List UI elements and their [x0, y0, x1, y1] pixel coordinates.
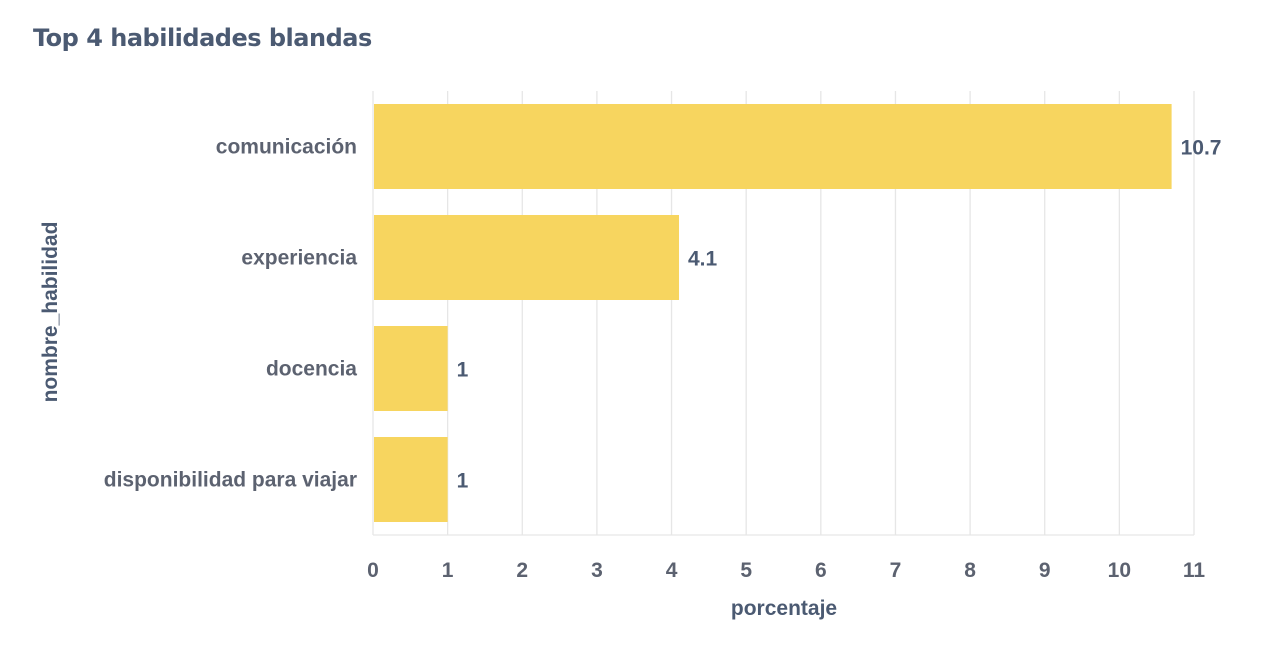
- bar: [374, 104, 1172, 189]
- x-tick-labels: 0 1 2 3 4 5 6 7 8 9 10 11: [367, 559, 1205, 582]
- x-tick-label: 6: [815, 559, 827, 582]
- x-tick-label: 7: [890, 559, 902, 582]
- x-tick-label: 3: [591, 559, 603, 582]
- x-axis-title: porcentaje: [731, 597, 837, 620]
- value-label: 4.1: [688, 248, 718, 271]
- bar: [374, 215, 680, 300]
- value-labels: 10.7 4.1 1 1: [457, 137, 1222, 493]
- bar: [374, 326, 448, 411]
- x-tick-label: 9: [1039, 559, 1051, 582]
- value-label: 1: [457, 359, 469, 382]
- bar: [374, 437, 448, 522]
- category-label: comunicación: [216, 136, 357, 159]
- y-axis-title: nombre_habilidad: [39, 222, 62, 403]
- x-tick-label: 4: [666, 559, 678, 582]
- bars: [374, 104, 1172, 522]
- category-label: docencia: [266, 358, 357, 381]
- x-tick-label: 10: [1108, 559, 1131, 582]
- value-label: 1: [457, 470, 469, 493]
- value-label: 10.7: [1181, 137, 1222, 160]
- x-tick-label: 1: [442, 559, 454, 582]
- category-label: disponibilidad para viajar: [104, 469, 357, 492]
- category-label: experiencia: [241, 247, 357, 270]
- x-tick-label: 2: [516, 559, 528, 582]
- x-tick-label: 0: [367, 559, 379, 582]
- x-tick-label: 8: [964, 559, 976, 582]
- category-labels: comunicación experiencia docencia disponibi…: [104, 136, 358, 492]
- x-tick-label: 11: [1183, 559, 1206, 582]
- x-tick-label: 5: [740, 559, 752, 582]
- chart-title: Top 4 habilidades blandas: [33, 24, 372, 52]
